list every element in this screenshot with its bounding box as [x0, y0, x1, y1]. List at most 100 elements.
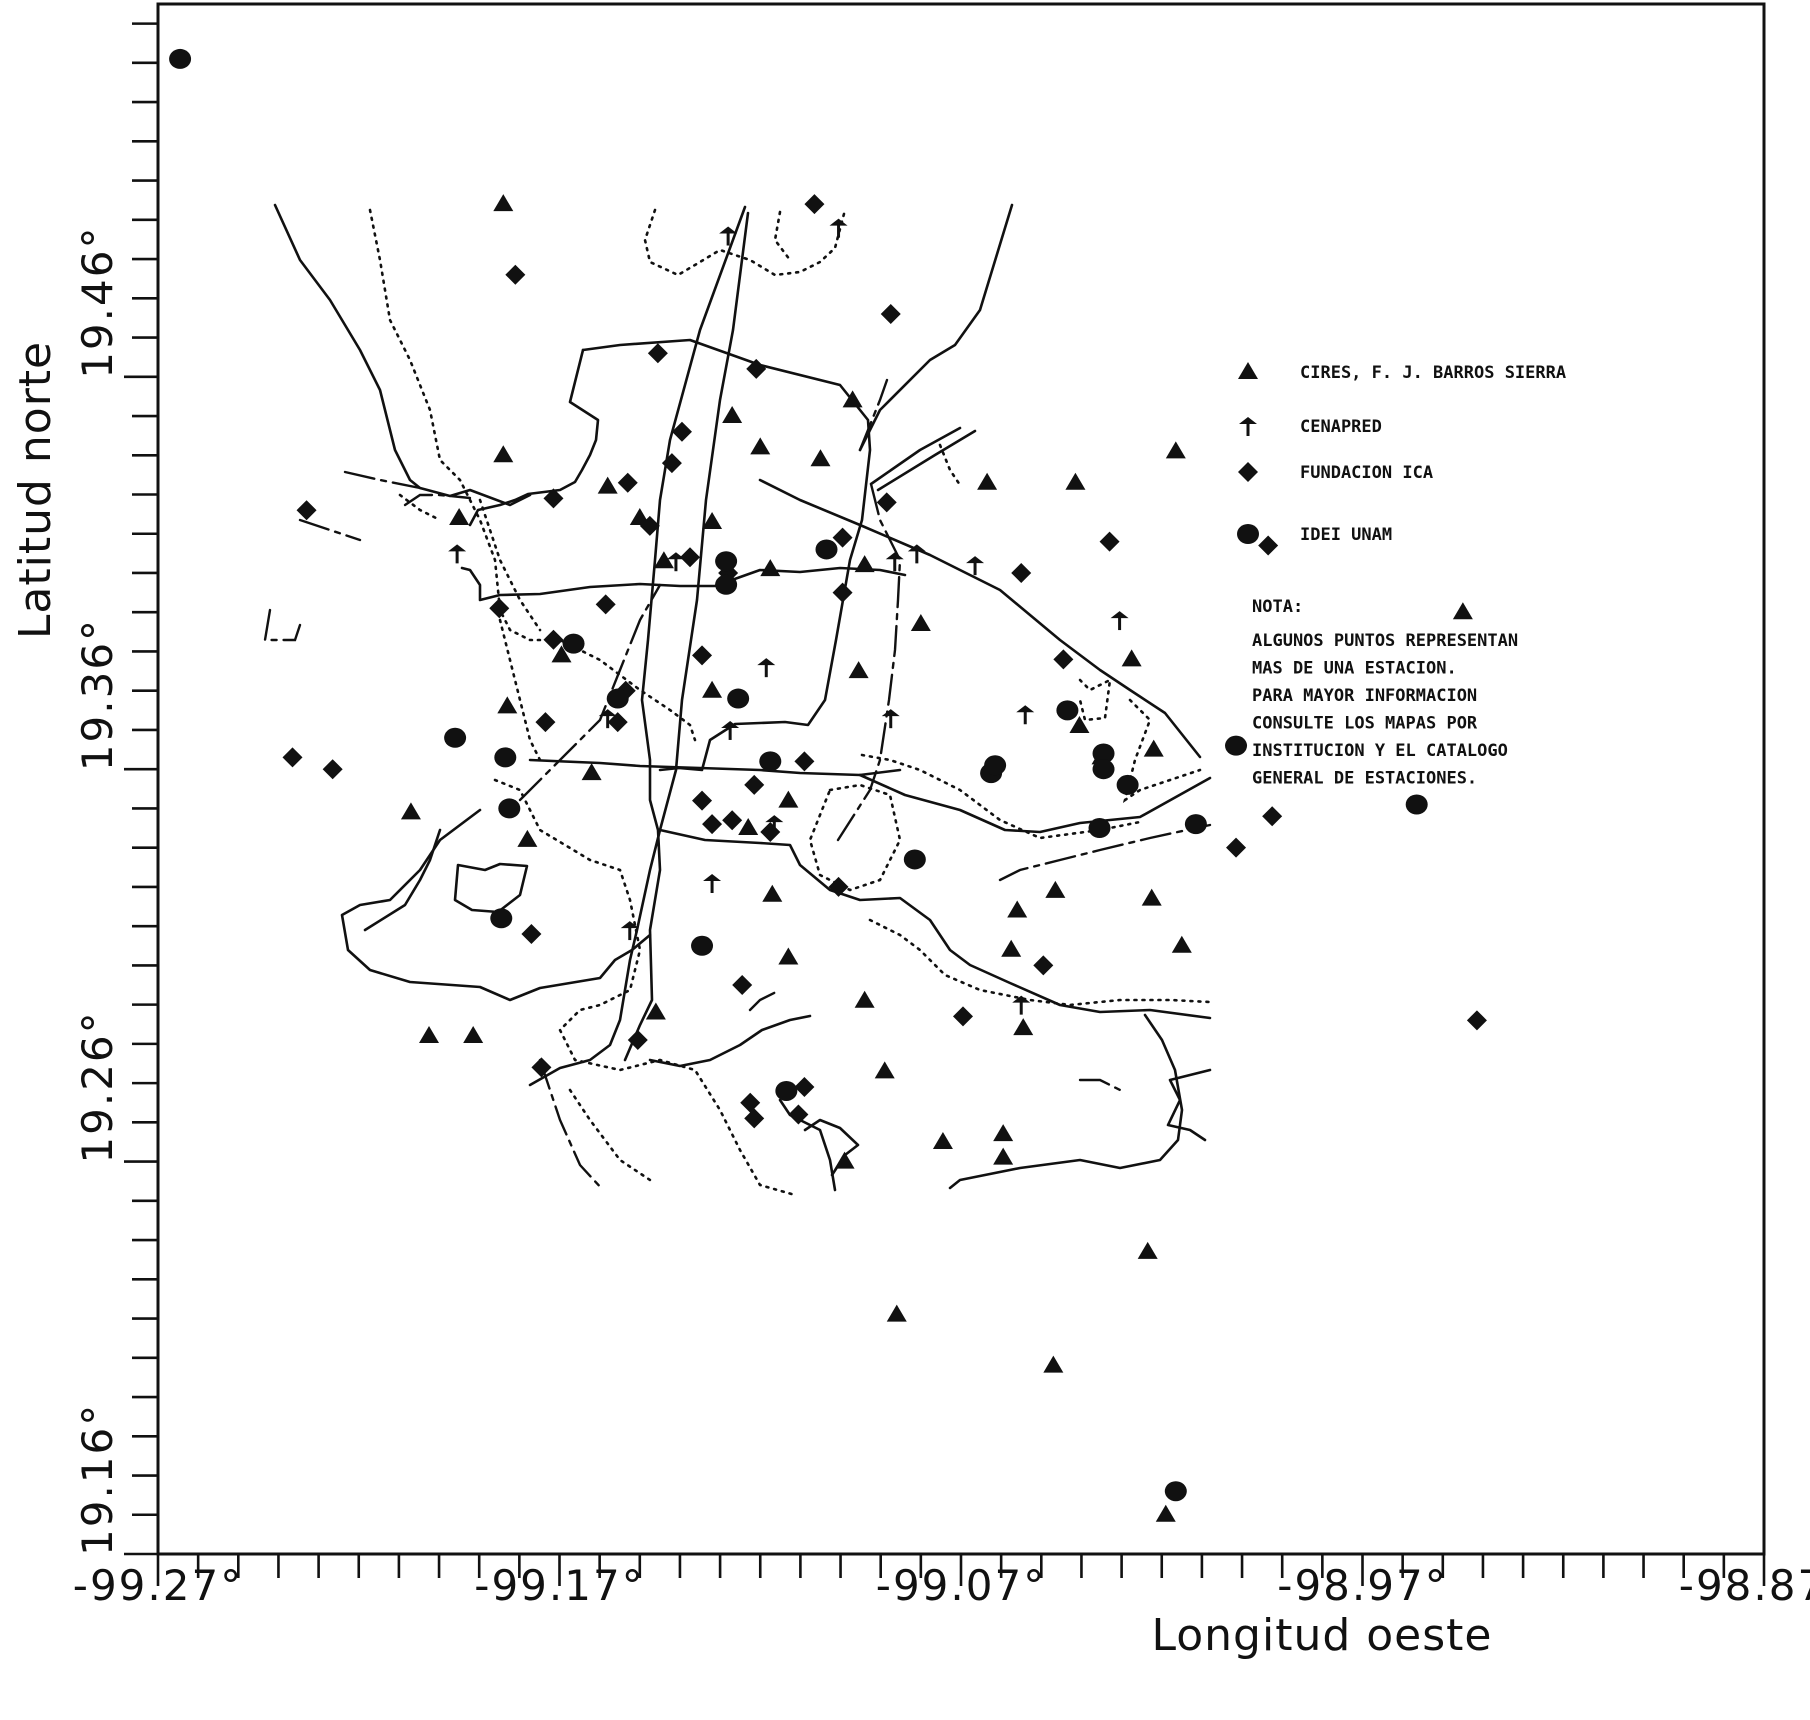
triangle-marker: [1137, 1241, 1158, 1259]
diamond-marker: [1053, 649, 1074, 670]
x-tick-label: -98.97°: [1277, 1561, 1447, 1610]
diamond-marker: [880, 304, 901, 324]
x-tick-label: -99.17°: [474, 1561, 644, 1610]
circle-marker: [169, 48, 192, 69]
diamond-marker: [746, 358, 767, 379]
triangle-marker: [493, 194, 514, 212]
legend-label: CENAPRED: [1300, 417, 1382, 437]
note-title: NOTA:: [1252, 597, 1303, 617]
triangle-marker: [1141, 888, 1162, 906]
dotted-lines: [368, 208, 1212, 1197]
diamond-marker: [1226, 837, 1247, 858]
diamond-marker: [722, 810, 743, 831]
circle-marker: [715, 574, 738, 595]
triangle-marker: [848, 661, 869, 679]
x-tick-label: -98.87°: [1679, 1561, 1810, 1610]
circle-marker: [562, 633, 585, 654]
y-tick-label: 19.16°: [73, 1403, 122, 1556]
diamond-marker: [692, 790, 713, 811]
station-markers: [169, 48, 1487, 1522]
circle-marker: [1164, 1481, 1187, 1502]
triangle-marker: [449, 508, 470, 526]
arrow-marker: [907, 544, 926, 564]
note-line: INSTITUCION Y EL CATALOGO: [1252, 741, 1508, 761]
triangle-marker: [977, 472, 998, 490]
triangle-marker: [581, 763, 602, 781]
diamond-marker: [543, 629, 564, 650]
circle-marker: [1225, 735, 1248, 756]
note-line: GENERAL DE ESTACIONES.: [1252, 769, 1477, 789]
diamond-marker: [639, 515, 660, 536]
triangle-marker: [762, 884, 783, 902]
triangle-marker: [629, 508, 650, 526]
note-block: NOTA: ALGUNOS PUNTOS REPRESENTAN MAS DE U…: [1252, 597, 1518, 789]
y-tick-label: 19.46°: [73, 226, 122, 379]
diamond-marker: [1466, 1010, 1487, 1031]
diamond-marker: [595, 594, 616, 615]
arrow-marker: [829, 218, 848, 238]
diamond-marker: [804, 194, 825, 215]
triangle-marker: [778, 947, 799, 965]
triangle-marker: [517, 829, 538, 847]
x-axis-title: Longitud oeste: [1152, 1610, 1493, 1661]
diamond-marker: [679, 547, 700, 568]
triangle-marker: [1155, 1504, 1176, 1522]
triangle-marker: [760, 559, 781, 577]
triangle-marker: [1069, 716, 1090, 734]
plot-frame: [156, 2, 1766, 1556]
circle-marker: [727, 688, 750, 709]
triangle-marker: [854, 990, 875, 1008]
circle-marker: [1405, 794, 1428, 815]
diamond-marker: [543, 488, 564, 509]
diamond-marker: [296, 500, 317, 521]
y-axis-title: Latitud norte: [10, 341, 61, 639]
triangle-marker: [750, 437, 771, 455]
triangle-marker: [1045, 880, 1066, 898]
circle-marker: [1056, 700, 1079, 721]
diamond-marker: [1238, 462, 1258, 482]
diamond-marker: [692, 645, 713, 666]
triangle-marker: [993, 1147, 1014, 1165]
triangle-marker: [1007, 900, 1028, 918]
triangle-marker: [702, 680, 723, 698]
diamond-marker: [505, 264, 526, 285]
diamond-marker: [1099, 531, 1120, 552]
circle-marker: [1092, 743, 1115, 764]
triangle-marker: [874, 1061, 895, 1079]
arrow-marker: [719, 226, 738, 246]
circle-marker: [759, 751, 782, 772]
triangle-marker: [419, 1026, 440, 1044]
triangle-marker: [854, 555, 875, 573]
circle-marker: [1184, 814, 1207, 835]
triangle-marker: [722, 406, 743, 424]
x-tick-labels: -99.27° -99.17° -99.07° -98.97° -98.87°: [73, 1561, 1810, 1610]
arrow-marker: [1239, 417, 1257, 436]
diamond-marker: [1258, 535, 1279, 556]
circle-marker: [498, 798, 521, 819]
diamond-marker: [671, 421, 692, 442]
circle-marker: [984, 755, 1007, 776]
triangle-marker: [645, 1002, 666, 1020]
diamond-marker: [531, 1057, 552, 1078]
x-tick-label: -99.07°: [876, 1561, 1046, 1610]
y-tick-label: 19.26°: [73, 1010, 122, 1163]
circle-marker: [490, 908, 513, 929]
diamond-marker: [732, 975, 753, 996]
diamond-marker: [322, 759, 343, 780]
triangle-marker: [493, 445, 514, 463]
arrow-marker: [966, 556, 985, 576]
triangle-marker: [932, 1131, 953, 1149]
circle-marker: [691, 935, 714, 956]
diamond-marker: [794, 751, 815, 772]
legend: CIRES, F. J. BARROS SIERRA CENAPRED FUNDAC…: [1237, 362, 1566, 545]
diamond-marker: [760, 821, 781, 842]
diamond-marker: [832, 527, 853, 548]
triangle-marker: [497, 696, 518, 714]
y-tick-labels: 19.16° 19.26° 19.36° 19.46°: [73, 226, 122, 1556]
diamond-marker: [1011, 562, 1032, 583]
note-lines: ALGUNOS PUNTOS REPRESENTAN MAS DE UNA EST…: [1252, 631, 1518, 789]
diamond-marker: [702, 814, 723, 835]
triangle-marker: [653, 551, 674, 569]
arrow-marker: [721, 720, 740, 740]
